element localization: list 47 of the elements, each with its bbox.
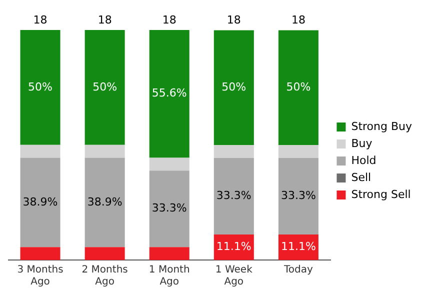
legend-label: Sell (351, 170, 372, 184)
bar (214, 145, 254, 158)
data-label: 38.9% (22, 195, 58, 208)
bar (149, 30, 190, 158)
bar (20, 144, 60, 158)
x-tick-label: 2 Months Ago (82, 264, 128, 288)
bar (149, 247, 190, 260)
x-tick-label: 3 Months Ago (17, 264, 64, 288)
x-tick-label: 1 Month Ago (148, 264, 190, 288)
bar (84, 30, 125, 145)
data-label: 11.1% (280, 240, 316, 254)
bar (84, 144, 125, 158)
text: 18 (226, 14, 241, 27)
bar (20, 30, 60, 145)
data-label: 33.3% (216, 189, 252, 202)
x-tick-label: Today (282, 264, 313, 276)
data-label: 55.6% (152, 86, 187, 100)
data-label: 50% (286, 80, 311, 94)
bar (20, 158, 60, 248)
bar (214, 234, 254, 260)
data-label: 50% (222, 80, 246, 94)
bar (84, 158, 125, 248)
data-label: 38.9% (87, 195, 122, 208)
bar (278, 158, 318, 234)
text: 18 (291, 14, 306, 27)
bar (278, 30, 318, 146)
legend-label: Strong Sell (351, 188, 411, 201)
bar (20, 247, 60, 260)
data-label: 11.1% (216, 240, 252, 254)
legend-label: Buy (351, 136, 373, 150)
bar (84, 247, 125, 260)
data-label: 50% (92, 80, 118, 94)
bar (149, 170, 190, 248)
legend-label: Strong Buy (351, 120, 412, 133)
text: 18 (162, 13, 176, 26)
bar (149, 158, 190, 171)
bar (278, 145, 318, 158)
text: 18 (98, 13, 112, 26)
legend-label: Hold (351, 154, 376, 167)
bar (278, 234, 318, 260)
text: 18 (33, 13, 48, 26)
data-label: 50% (28, 80, 52, 94)
x-tick-label: 1 Week Ago (215, 264, 253, 288)
data-label: 33.3% (152, 202, 187, 215)
bar (214, 30, 254, 146)
data-label: 33.3% (280, 189, 316, 202)
bar (214, 158, 254, 234)
